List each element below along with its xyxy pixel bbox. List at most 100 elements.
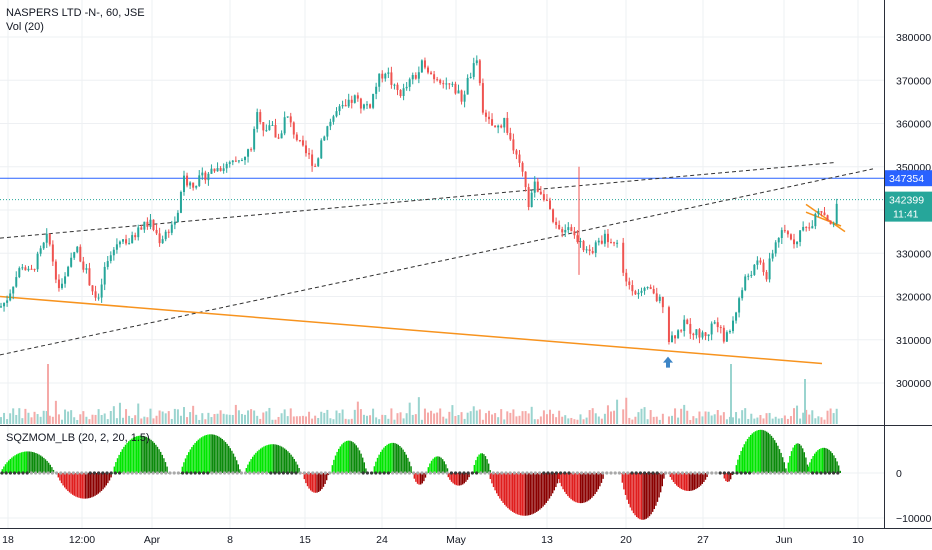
volume-bar	[265, 411, 268, 424]
momentum-bar	[502, 473, 504, 503]
momentum-bar	[560, 473, 563, 487]
candle-body	[24, 267, 27, 271]
candle-body	[430, 72, 433, 75]
squeeze-dot	[643, 471, 647, 475]
squeeze-dot	[8, 471, 12, 475]
candle-body	[750, 274, 753, 276]
momentum-bar	[488, 463, 490, 473]
candle-body	[323, 136, 326, 141]
momentum-bar	[438, 456, 441, 473]
volume-bar	[518, 415, 521, 424]
main-legend: NASPERS LTD -N-, 60, JSE Vol (20)	[6, 6, 145, 34]
candle-body	[793, 239, 795, 245]
candle	[661, 296, 664, 314]
momentum-bar	[212, 434, 214, 473]
candle-body	[463, 94, 466, 102]
squeeze-dot	[176, 471, 180, 475]
candle	[54, 259, 57, 284]
momentum-bar	[785, 468, 787, 473]
candle-body	[213, 168, 216, 172]
squeeze-dot	[596, 471, 601, 475]
volume-bar	[488, 410, 490, 424]
volume-bar	[564, 415, 567, 424]
candle-body	[332, 116, 335, 122]
candle-body	[97, 297, 100, 299]
candle-body	[326, 126, 329, 137]
candle-body	[91, 285, 94, 292]
volume-spike	[730, 364, 732, 424]
momentum-bar	[271, 444, 273, 473]
volume-bar	[561, 416, 564, 424]
candle	[439, 78, 442, 85]
candle	[466, 74, 469, 95]
volume-bar	[393, 419, 396, 424]
drawn-lines[interactable]	[0, 161, 884, 365]
candle	[344, 99, 347, 107]
momentum-bar	[663, 473, 665, 479]
candle-body	[186, 175, 189, 186]
momentum-bar	[597, 473, 599, 490]
candle-body	[67, 266, 70, 277]
candle-body	[506, 117, 509, 133]
momentum-bar	[313, 473, 315, 493]
momentum-bar	[260, 448, 262, 473]
volume-bar	[500, 409, 503, 424]
squeeze-dot	[130, 471, 134, 475]
momentum-bar	[191, 447, 193, 473]
volume-bar	[219, 410, 222, 424]
candle	[549, 197, 551, 210]
squeeze-dot	[785, 471, 790, 475]
momentum-bar	[355, 445, 357, 473]
volume-bar	[259, 418, 262, 424]
volume-bar	[542, 410, 545, 424]
squeeze-dot	[298, 471, 302, 475]
candle-body	[274, 124, 277, 138]
volume-bar	[301, 415, 304, 424]
momentum-bar	[282, 447, 284, 473]
momentum-bar	[758, 430, 760, 473]
momentum-bar	[684, 473, 686, 491]
momentum-bar	[380, 451, 382, 473]
candle-body	[79, 246, 82, 262]
candle-body	[484, 112, 487, 117]
momentum-bar	[14, 455, 16, 473]
momentum-bar	[520, 473, 522, 516]
momentum-bar	[19, 452, 21, 473]
squeeze-dot	[151, 471, 155, 475]
momentum-bar	[311, 473, 313, 492]
momentum-bar	[754, 431, 757, 473]
candle	[835, 198, 838, 225]
volume-bar	[161, 411, 164, 424]
momentum-bar	[373, 466, 375, 473]
momentum-bar	[288, 452, 291, 473]
momentum-bar	[591, 473, 593, 498]
squeeze-dot	[428, 471, 432, 475]
momentum-bar	[268, 444, 270, 473]
squeeze-dot	[290, 471, 294, 475]
momentum-bar	[226, 443, 228, 473]
candle	[707, 334, 710, 342]
volume-bar	[756, 417, 759, 424]
momentum-bar	[629, 473, 631, 508]
candle	[460, 89, 463, 105]
candle	[6, 295, 9, 307]
orange-trend-line	[805, 211, 842, 227]
momentum-bar	[489, 473, 491, 480]
squeeze-dot	[714, 471, 718, 475]
candle	[372, 93, 375, 110]
candle-body	[539, 191, 542, 195]
candle-body	[783, 230, 786, 232]
squeeze-dot	[412, 471, 416, 475]
momentum-bar	[830, 451, 832, 473]
momentum-bar	[701, 473, 703, 484]
momentum-bar	[516, 473, 519, 515]
momentum-bar	[465, 473, 467, 482]
candle-body	[777, 238, 780, 243]
momentum-bar	[818, 449, 821, 473]
momentum-bar	[599, 473, 601, 487]
momentum-bar	[161, 454, 163, 473]
momentum-bar	[455, 473, 457, 486]
volume-bar	[97, 409, 100, 424]
squeeze-dot	[84, 471, 88, 475]
